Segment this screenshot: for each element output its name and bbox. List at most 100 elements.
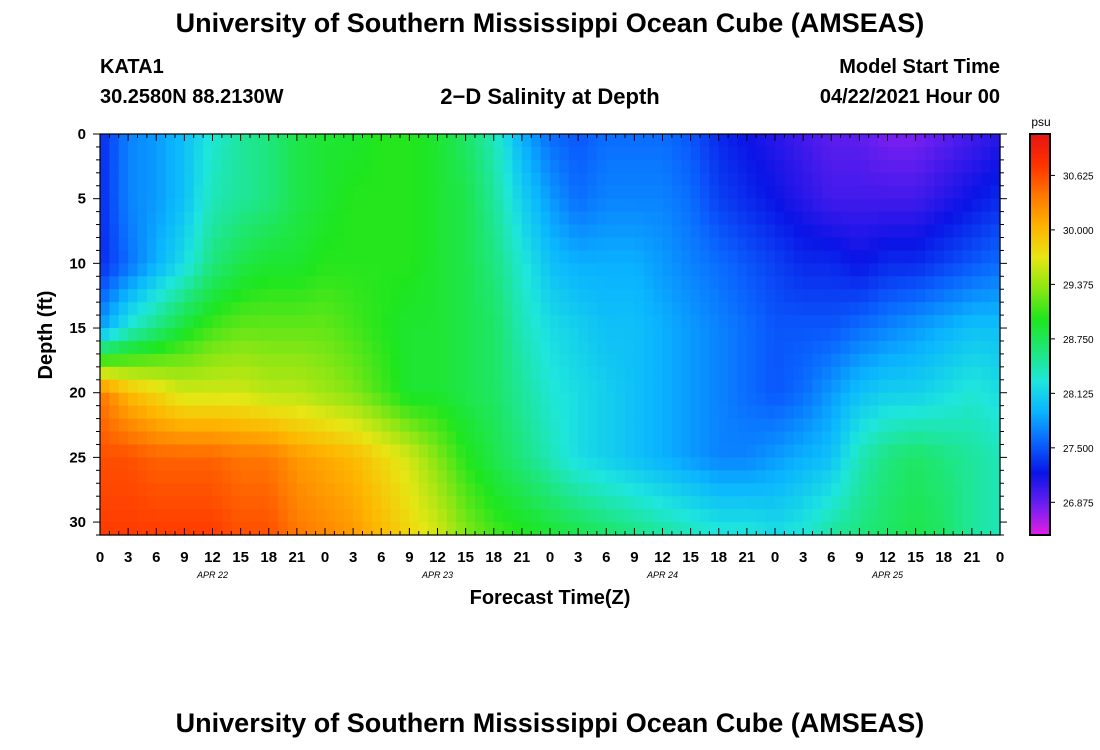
heatmap-cell <box>540 198 551 213</box>
heatmap-cell <box>512 328 523 342</box>
heatmap-cell <box>887 457 898 471</box>
heatmap-cell <box>681 237 692 252</box>
heatmap-cell <box>653 146 664 161</box>
heatmap-cell <box>634 405 645 420</box>
heatmap-cell <box>465 250 476 264</box>
heatmap-cell <box>165 185 176 200</box>
heatmap-cell <box>250 444 260 458</box>
heatmap-cell <box>334 276 345 290</box>
heatmap-cell <box>981 172 992 187</box>
heatmap-cell <box>746 483 757 497</box>
heatmap-cell <box>381 237 392 252</box>
heatmap-cell <box>428 405 439 420</box>
heatmap-cell <box>756 159 767 174</box>
heatmap-cell <box>953 224 964 239</box>
heatmap-cell <box>700 263 710 277</box>
heatmap-cell <box>540 172 551 187</box>
heatmap-cell <box>193 289 204 303</box>
heatmap-cell <box>728 185 739 200</box>
heatmap-cell <box>540 444 551 458</box>
heatmap-cell <box>175 496 185 510</box>
heatmap-cell <box>203 263 214 277</box>
heatmap-cell <box>671 302 682 316</box>
heatmap-cell <box>287 444 298 458</box>
heatmap-cell <box>606 522 617 536</box>
heatmap-cell <box>437 418 448 433</box>
heatmap-cell <box>831 276 842 290</box>
heatmap-cell <box>165 276 176 290</box>
heatmap-cell <box>681 250 692 264</box>
heatmap-cell <box>325 263 335 277</box>
heatmap-cell <box>137 315 148 329</box>
heatmap-cell <box>409 185 420 200</box>
heatmap-cell <box>250 483 260 497</box>
heatmap-cell <box>915 483 926 497</box>
heatmap-cell <box>737 483 748 497</box>
heatmap-cell <box>765 340 776 355</box>
heatmap-cell <box>868 457 879 471</box>
heatmap-cell <box>381 444 392 458</box>
heatmap-cell <box>184 146 195 161</box>
heatmap-cell <box>231 134 242 148</box>
heatmap-cell <box>212 185 223 200</box>
heatmap-cell <box>943 172 954 187</box>
colorbar-tick-label: 29.375 <box>1063 280 1094 291</box>
heatmap-cell <box>784 405 795 420</box>
heatmap-cell <box>821 392 832 407</box>
heatmap-cell <box>756 224 767 239</box>
heatmap-cell <box>400 353 410 368</box>
heatmap-cell <box>793 444 804 458</box>
heatmap-cell <box>887 509 898 523</box>
heatmap-cell <box>156 276 167 290</box>
heatmap-cell <box>118 302 129 316</box>
y-tick-label: 15 <box>69 320 86 337</box>
heatmap-cell <box>934 159 945 174</box>
heatmap-cell <box>156 457 167 471</box>
heatmap-cell <box>803 353 814 368</box>
heatmap-cell <box>971 134 982 148</box>
heatmap-cell <box>446 237 457 252</box>
heatmap-cell <box>428 146 439 161</box>
heatmap-cell <box>934 431 945 446</box>
heatmap-cell <box>568 392 579 407</box>
heatmap-cell <box>925 509 935 523</box>
heatmap-cell <box>625 509 635 523</box>
heatmap-cell <box>446 457 457 471</box>
heatmap-cell <box>128 483 139 497</box>
heatmap-cell <box>465 276 476 290</box>
heatmap-cell <box>334 211 345 226</box>
heatmap-cell <box>896 366 907 381</box>
heatmap-cell <box>437 392 448 407</box>
heatmap-cell <box>653 263 664 277</box>
heatmap-cell <box>578 328 589 342</box>
heatmap-cell <box>550 250 560 264</box>
heatmap-cell <box>962 405 973 420</box>
heatmap-cell <box>662 328 673 342</box>
heatmap-cell <box>268 211 279 226</box>
heatmap-cell <box>859 185 870 200</box>
heatmap-cell <box>671 276 682 290</box>
heatmap-cell <box>390 224 401 239</box>
heatmap-cell <box>681 392 692 407</box>
heatmap-cell <box>428 315 439 329</box>
heatmap-cell <box>737 496 748 510</box>
heatmap-cell <box>803 315 814 329</box>
heatmap-cell <box>606 405 617 420</box>
heatmap-cell <box>381 431 392 446</box>
heatmap-cell <box>418 237 429 252</box>
heatmap-cell <box>793 483 804 497</box>
heatmap-cell <box>100 431 110 446</box>
heatmap-cell <box>175 302 185 316</box>
heatmap-cell <box>775 328 785 342</box>
heatmap-cell <box>625 159 635 174</box>
heatmap-cell <box>456 418 467 433</box>
heatmap-cell <box>981 496 992 510</box>
heatmap-cell <box>896 198 907 213</box>
heatmap-cell <box>728 146 739 161</box>
heatmap-cell <box>878 198 889 213</box>
heatmap-cell <box>906 237 917 252</box>
heatmap-cell <box>765 353 776 368</box>
heatmap-cell <box>540 405 551 420</box>
heatmap-cell <box>165 340 176 355</box>
heatmap-cell <box>503 250 514 264</box>
